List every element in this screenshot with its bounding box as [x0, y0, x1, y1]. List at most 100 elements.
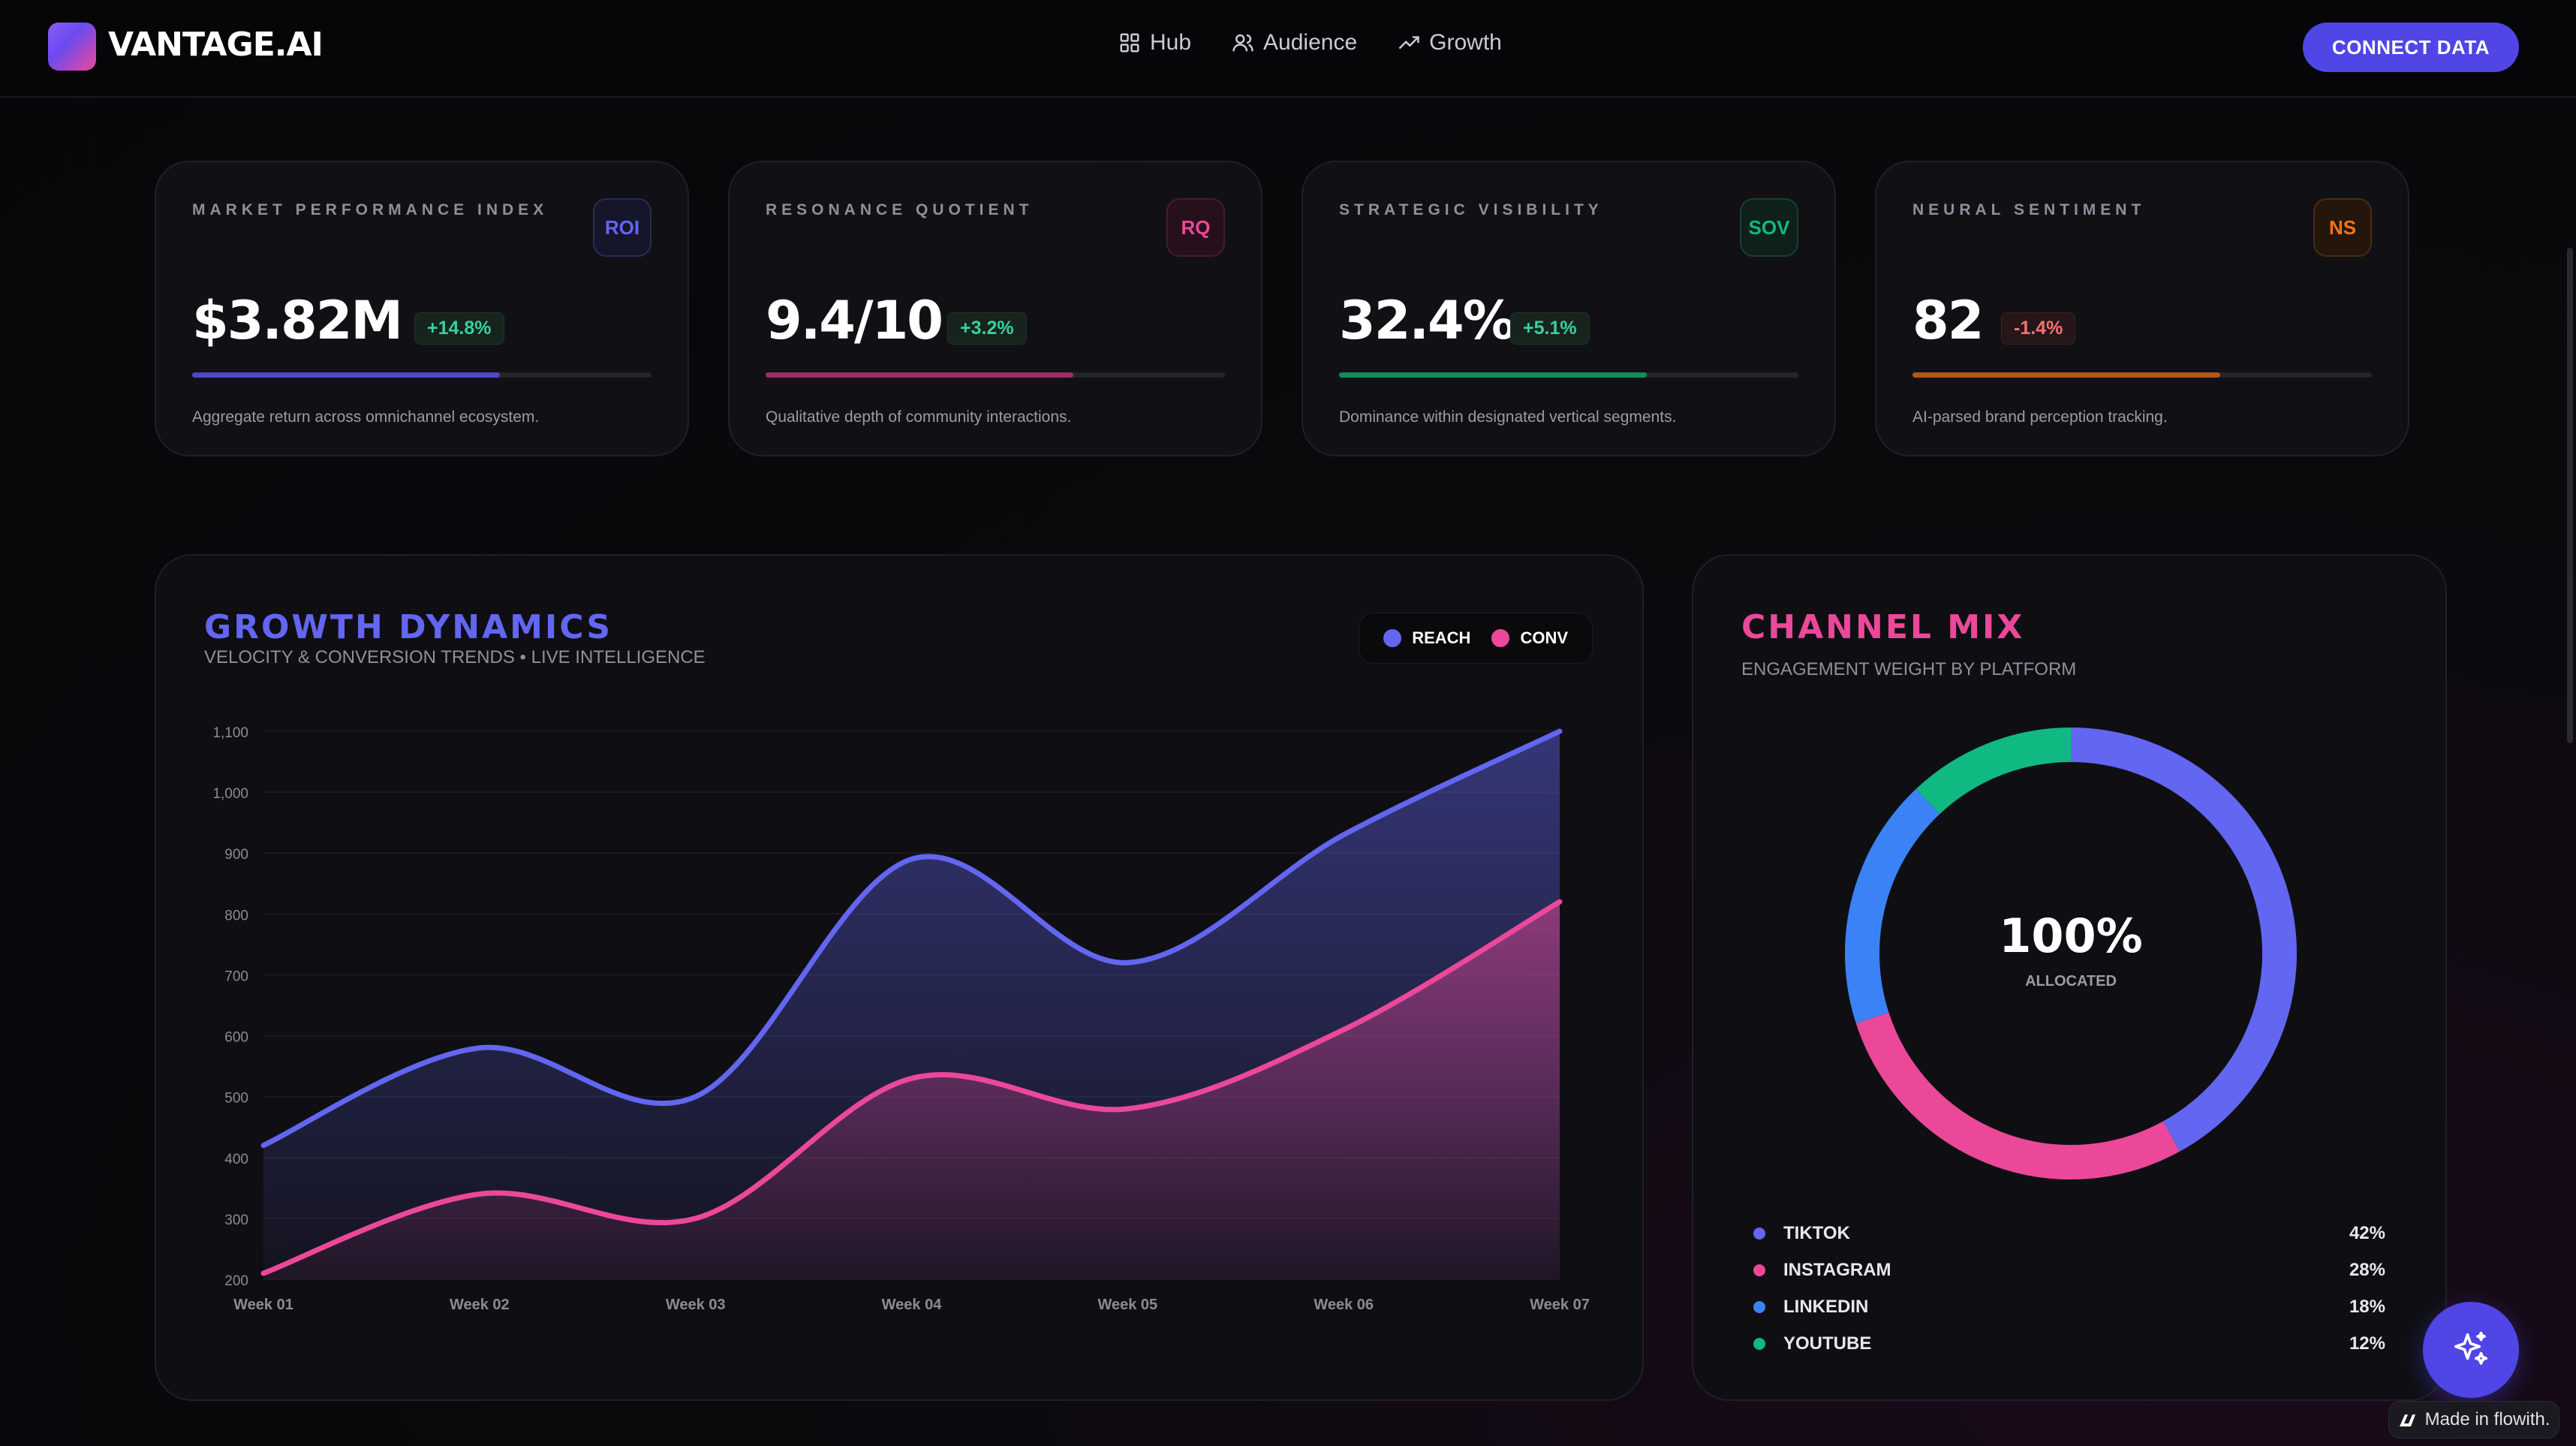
y-tick-label: 900	[224, 847, 248, 863]
kpi-progress-fill	[1339, 372, 1648, 378]
channel-row-youtube[interactable]: YOUTUBE 12%	[1753, 1325, 2385, 1362]
nav-item-growth[interactable]: Growth	[1398, 30, 1502, 56]
channel-percent: 12%	[2349, 1333, 2385, 1354]
kpi-delta: -1.4%	[2001, 312, 2076, 345]
legend-dot	[1383, 629, 1402, 647]
data-point-conv[interactable]	[478, 1192, 481, 1195]
kpi-progress-fill	[1912, 372, 2221, 378]
donut-slice-linkedin[interactable]	[1845, 788, 1940, 1024]
kpi-progress-fill	[766, 372, 1074, 378]
data-point-conv[interactable]	[694, 1217, 697, 1220]
kpi-card-resonance-quotient: RESONANCE QUOTIENT RQ 9.4/10 +3.2% Quali…	[728, 161, 1262, 456]
channel-name: INSTAGRAM	[1783, 1259, 1891, 1280]
sparkles-icon	[2454, 1331, 2488, 1365]
kpi-description: Qualitative depth of community interacti…	[766, 408, 1072, 426]
kpi-value: 32.4%	[1339, 290, 1515, 351]
y-tick-label: 400	[224, 1152, 248, 1167]
channel-dot	[1753, 1264, 1765, 1276]
channel-list: TIKTOK 42% INSTAGRAM 28% LINKEDIN 18% YO…	[1753, 1215, 2385, 1362]
ai-assistant-button[interactable]	[2423, 1302, 2519, 1398]
donut-slice-instagram[interactable]	[1855, 1012, 2180, 1179]
kpi-card-market-performance: MARKET PERFORMANCE INDEX ROI $3.82M +14.…	[155, 161, 689, 456]
legend-dot	[1491, 629, 1510, 647]
x-tick-label: Week 02	[450, 1297, 510, 1313]
donut-chart: 100% ALLOCATED	[1693, 556, 2448, 1402]
nav-item-label: Hub	[1150, 30, 1192, 55]
chart-legend: REACH CONV	[1359, 613, 1593, 664]
y-tick-label: 500	[224, 1091, 248, 1107]
legend-label: CONV	[1520, 628, 1568, 647]
channel-row-linkedin[interactable]: LINKEDIN 18%	[1753, 1288, 2385, 1325]
kpi-delta: +14.8%	[414, 312, 504, 345]
x-tick-label: Week 06	[1314, 1297, 1374, 1313]
data-point-reach[interactable]	[1558, 730, 1561, 733]
nav-item-hub[interactable]: Hub	[1118, 30, 1191, 56]
kpi-title: STRATEGIC VISIBILITY	[1339, 201, 1603, 218]
donut-svg[interactable]	[1693, 556, 2448, 1402]
channel-row-tiktok[interactable]: TIKTOK 42%	[1753, 1215, 2385, 1252]
kpi-value: 9.4/10	[766, 290, 943, 351]
growth-chart[interactable]: 200 300 400 500 600 700 800 900 1,000 1,100 Week 0…	[156, 556, 1645, 1402]
kpi-badge: ROI	[593, 198, 652, 257]
data-point-reach[interactable]	[478, 1047, 481, 1050]
kpi-description: Aggregate return across omnichannel ecos…	[192, 408, 540, 426]
nav-item-label: Audience	[1263, 30, 1358, 55]
channel-dot	[1753, 1300, 1765, 1313]
channel-percent: 42%	[2349, 1222, 2385, 1243]
channel-row-instagram[interactable]: INSTAGRAM 28%	[1753, 1252, 2385, 1288]
logo-icon	[48, 23, 96, 71]
data-point-reach[interactable]	[1126, 961, 1129, 964]
series-line-conv[interactable]	[260, 899, 1563, 1276]
y-tick-label: 300	[224, 1213, 248, 1228]
kpi-progress-track	[1912, 372, 2372, 378]
series-area-conv	[263, 902, 1560, 1279]
panel-subtitle: ENGAGEMENT WEIGHT BY PLATFORM	[1741, 659, 2077, 679]
channel-percent: 18%	[2349, 1296, 2385, 1317]
channel-percent: 28%	[2349, 1259, 2385, 1280]
data-point-conv[interactable]	[910, 1077, 913, 1080]
nav-item-audience[interactable]: Audience	[1232, 30, 1357, 56]
grid-icon	[1120, 33, 1139, 53]
data-point-reach[interactable]	[262, 1144, 265, 1147]
data-point-reach[interactable]	[910, 857, 913, 860]
x-tick-label: Week 03	[666, 1297, 726, 1313]
y-tick-label: 200	[224, 1273, 248, 1289]
kpi-delta: +3.2%	[947, 312, 1027, 345]
kpi-value: 82	[1912, 290, 1984, 351]
kpi-badge: NS	[2313, 198, 2372, 257]
flowith-logo-icon	[2399, 1414, 2415, 1426]
scrollbar[interactable]	[2567, 248, 2573, 743]
connect-data-button[interactable]: CONNECT DATA	[2303, 23, 2519, 72]
data-point-conv[interactable]	[1126, 1107, 1129, 1110]
x-tick-label: Week 05	[1097, 1297, 1157, 1313]
kpi-title: NEURAL SENTIMENT	[1912, 201, 2146, 218]
x-tick-label: Week 01	[233, 1297, 293, 1313]
data-point-conv[interactable]	[262, 1272, 265, 1275]
legend-item-conv[interactable]: CONV	[1491, 628, 1568, 648]
users-icon	[1232, 34, 1253, 52]
y-tick-label: 600	[224, 1030, 248, 1046]
kpi-description: Dominance within designated vertical seg…	[1339, 408, 1677, 426]
made-in-flowith-badge[interactable]: Made in flowith.	[2388, 1401, 2559, 1438]
trending-up-icon	[1398, 36, 1419, 50]
data-point-reach[interactable]	[694, 1095, 697, 1098]
main-nav: Hub Audience Growth	[1118, 30, 1502, 56]
panel-title: GROWTH DYNAMICS	[204, 608, 613, 646]
kpi-description: AI-parsed brand perception tracking.	[1912, 408, 2168, 426]
kpi-card-neural-sentiment: NEURAL SENTIMENT NS 82 -1.4% AI-parsed b…	[1875, 161, 2409, 456]
series-line-reach[interactable]	[260, 728, 1563, 1149]
growth-dynamics-panel: GROWTH DYNAMICS VELOCITY & CONVERSION TR…	[155, 554, 1644, 1401]
panel-subtitle: VELOCITY & CONVERSION TRENDS • LIVE INTE…	[204, 647, 706, 667]
kpi-title: MARKET PERFORMANCE INDEX	[192, 201, 549, 218]
donut-slice-tiktok[interactable]	[2070, 728, 2297, 1152]
donut-slice-youtube[interactable]	[1915, 728, 2072, 815]
data-point-conv[interactable]	[1342, 1028, 1345, 1031]
kpi-progress-track	[1339, 372, 1798, 378]
made-in-flowith-label: Made in flowith.	[2424, 1409, 2550, 1429]
data-point-conv[interactable]	[1558, 900, 1561, 903]
kpi-value: $3.82M	[192, 290, 403, 351]
kpi-badge: RQ	[1166, 198, 1225, 257]
data-point-reach[interactable]	[1342, 833, 1345, 836]
kpi-card-strategic-visibility: STRATEGIC VISIBILITY SOV 32.4% +5.1% Dom…	[1302, 161, 1836, 456]
legend-item-reach[interactable]: REACH	[1383, 628, 1470, 648]
